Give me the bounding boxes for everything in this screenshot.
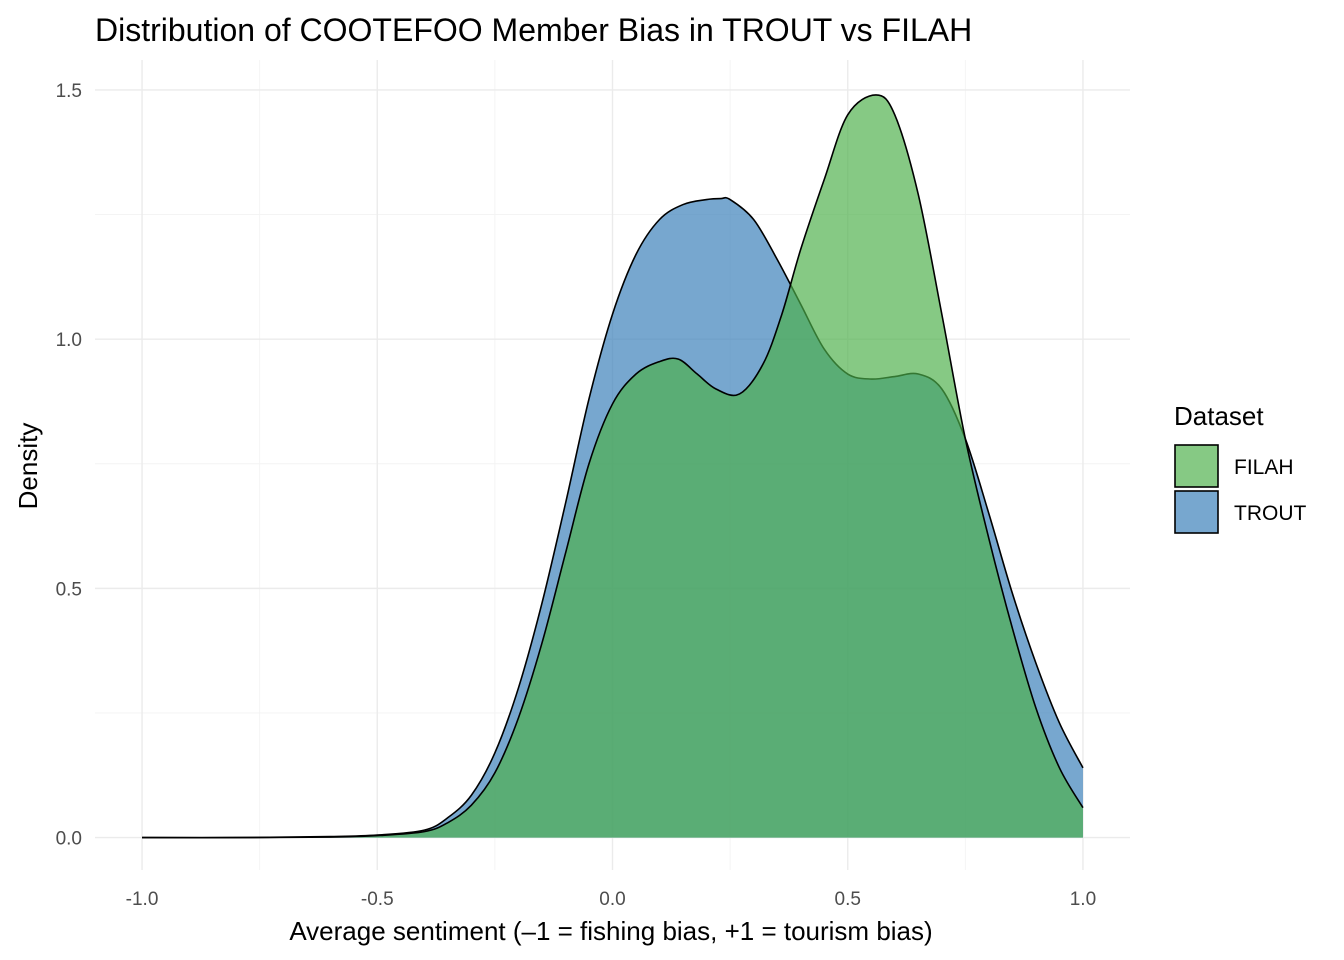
y-axis-ticks: 0.0 0.5 1.0 1.5: [56, 81, 82, 850]
legend-swatch-trout: [1174, 490, 1219, 534]
x-tick-label: -0.5: [361, 889, 394, 910]
x-axis-ticks: -1.0 -0.5 0.0 0.5 1.0: [126, 889, 1096, 910]
legend-swatch-filah: [1174, 444, 1219, 488]
x-axis-title: Average sentiment (–1 = fishing bias, +1…: [289, 916, 932, 946]
chart-title: Distribution of COOTEFOO Member Bias in …: [95, 12, 972, 48]
density-area-filah: [142, 94, 1083, 838]
legend-label-filah: FILAH: [1234, 456, 1294, 479]
y-tick-label: 0.5: [56, 579, 82, 600]
x-tick-label: -1.0: [126, 889, 159, 910]
density-line-filah: [142, 94, 1084, 839]
legend-label-trout: TROUT: [1234, 502, 1306, 525]
density-series: [142, 94, 1084, 839]
x-tick-label: 0.0: [599, 889, 625, 910]
y-tick-label: 0.0: [56, 829, 82, 850]
y-axis-title: Density: [13, 423, 43, 510]
legend: Dataset FILAH TROUT: [1174, 401, 1306, 534]
y-tick-label: 1.5: [56, 81, 82, 102]
x-tick-label: 0.5: [835, 889, 861, 910]
x-tick-label: 1.0: [1070, 889, 1096, 910]
legend-title: Dataset: [1174, 401, 1264, 431]
y-tick-label: 1.0: [56, 330, 82, 351]
